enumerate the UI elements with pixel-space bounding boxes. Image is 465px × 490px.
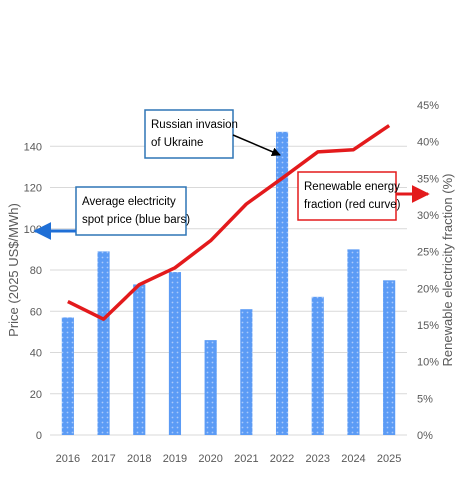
y-axis-right-ticks: 0% 5% 10% 15% 20% 25% 30% 35% 40% 45% (417, 100, 439, 442)
x-tick-label: 2023 (306, 453, 330, 465)
y-tick-label: 40 (30, 348, 42, 360)
x-tick-label: 2020 (198, 453, 222, 465)
x-tick-label: 2021 (234, 453, 258, 465)
annotation-text: fraction (red curve) (304, 199, 401, 211)
y2-tick-label: 20% (417, 283, 439, 295)
bar (133, 284, 146, 435)
bar (347, 249, 360, 435)
y-axis-left-title: Price (2025 US$/MWh) (6, 203, 21, 337)
y2-tick-label: 40% (417, 137, 439, 149)
y2-tick-label: 0% (417, 430, 433, 442)
x-tick-label: 2024 (341, 453, 365, 465)
annotation-box: Average electricity spot price (blue bars… (75, 186, 190, 236)
annotation-box: Russian invasion of Ukraine (144, 109, 238, 159)
y-tick-label: 60 (30, 306, 42, 318)
bar (383, 280, 396, 435)
x-axis-ticks: 2016 2017 2018 2019 2020 2021 2022 2023 2024 2025 (56, 453, 402, 465)
bar (311, 296, 324, 435)
y2-tick-label: 25% (417, 247, 439, 259)
annotations: Russian invasion of Ukraine Average electr… (33, 109, 430, 240)
annotation-text: of Ukraine (151, 137, 203, 149)
line-series (67, 124, 391, 321)
x-tick-label: 2017 (91, 453, 115, 465)
bar (240, 309, 253, 435)
y-tick-label: 0 (36, 430, 42, 442)
y-tick-label: 120 (24, 183, 42, 195)
y2-tick-label: 15% (417, 320, 439, 332)
bar (97, 251, 110, 435)
y2-tick-label: 35% (417, 173, 439, 185)
annotation-text: Renewable energy (304, 181, 400, 193)
bar (61, 317, 74, 435)
line-path (67, 124, 391, 321)
x-tick-label: 2025 (377, 453, 401, 465)
bar (168, 272, 182, 435)
bar-series (61, 131, 396, 435)
x-tick-label: 2022 (270, 453, 294, 465)
y2-tick-label: 30% (417, 210, 439, 222)
annotation-frame (297, 171, 397, 221)
annotation-text: Average electricity (82, 196, 176, 208)
bar (204, 340, 217, 435)
annotation-frame (75, 186, 187, 236)
annotation-arrow (232, 134, 281, 156)
y-tick-label: 140 (24, 141, 42, 153)
y-tick-label: 80 (30, 265, 42, 277)
y-tick-label: 20 (30, 389, 42, 401)
annotation-text: Russian invasion (151, 119, 238, 131)
y-axis-right-title: Renewable electricity fraction (%) (440, 174, 455, 367)
bar (275, 131, 289, 435)
annotation-text: spot price (blue bars) (82, 214, 190, 226)
x-tick-label: 2016 (56, 453, 80, 465)
y2-tick-label: 10% (417, 357, 439, 369)
y2-tick-label: 45% (417, 100, 439, 112)
annotation-box: Renewable energy fraction (red curve) (297, 171, 401, 221)
y2-tick-label: 5% (417, 393, 433, 405)
annotation-frame (144, 109, 234, 159)
x-tick-label: 2019 (163, 453, 187, 465)
x-tick-label: 2018 (127, 453, 151, 465)
